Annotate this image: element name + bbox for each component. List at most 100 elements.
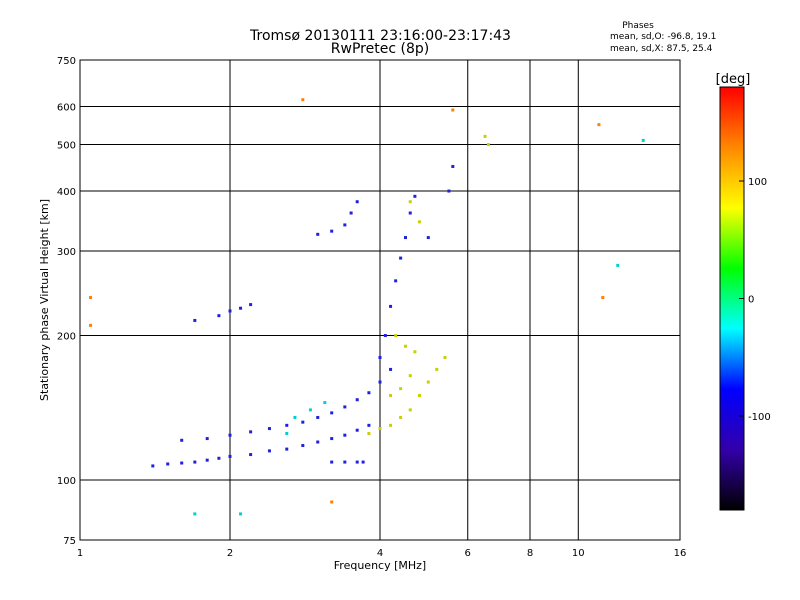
data-points <box>89 98 645 516</box>
data-point <box>316 415 320 419</box>
data-point <box>249 303 253 307</box>
data-point <box>408 200 412 204</box>
data-point <box>343 405 347 409</box>
phase-stats-title: Phases <box>622 21 654 31</box>
data-point <box>483 134 487 138</box>
data-point <box>355 398 359 402</box>
data-point <box>435 367 439 371</box>
data-point <box>239 512 243 516</box>
data-point <box>378 427 382 431</box>
data-point <box>343 460 347 464</box>
data-point <box>316 440 320 444</box>
data-point <box>641 138 645 142</box>
data-point <box>349 211 353 215</box>
data-point <box>355 460 359 464</box>
data-point <box>193 512 197 516</box>
data-point <box>330 229 334 233</box>
colorbar-label: [deg] <box>716 72 751 87</box>
data-point <box>451 108 455 112</box>
data-point <box>301 444 305 448</box>
data-point <box>361 460 365 464</box>
data-point <box>408 408 412 412</box>
data-point <box>399 387 403 391</box>
x-axis-label: Frequency [MHz] <box>334 559 426 572</box>
y-tick-label: 500 <box>57 141 76 152</box>
data-point <box>301 98 305 102</box>
y-tick-label: 100 <box>57 476 76 487</box>
y-tick-label: 600 <box>57 103 76 114</box>
data-point <box>394 279 398 283</box>
data-point <box>249 453 253 457</box>
data-point <box>426 380 430 384</box>
chart-title: Tromsø 20130111 23:16:00-23:17:43 <box>250 28 511 44</box>
plot-frame <box>79 59 681 541</box>
data-point <box>151 464 155 468</box>
data-point <box>323 401 327 405</box>
x-tick-label: 2 <box>227 548 233 559</box>
x-tick-label: 16 <box>674 548 687 559</box>
data-point <box>408 374 412 378</box>
chart-subtitle: RwPretec (8p) <box>330 41 430 57</box>
data-point <box>601 296 605 300</box>
x-tick-label: 1 <box>77 548 83 559</box>
data-point <box>293 415 297 419</box>
data-point <box>378 355 382 359</box>
data-point <box>486 143 490 147</box>
grid-lines <box>80 60 680 540</box>
data-point <box>193 460 197 464</box>
data-point <box>355 200 359 204</box>
x-tick-label: 10 <box>572 548 585 559</box>
phase-stats-x: mean, sd,X: 87.5, 25.4 <box>610 44 713 54</box>
data-point <box>413 350 417 354</box>
data-point <box>193 318 197 322</box>
data-point <box>285 432 289 436</box>
data-point <box>399 256 403 260</box>
data-point <box>89 296 93 300</box>
data-point <box>355 428 359 432</box>
y-axis-label: Stationary phase Virtual Height [km] <box>38 199 51 401</box>
data-point <box>378 380 382 384</box>
colorbar-ticks: 100 0 -100 <box>739 177 771 423</box>
data-point <box>389 394 393 398</box>
data-point <box>403 344 407 348</box>
data-point <box>417 220 421 224</box>
colorbar-tick-label: 0 <box>748 295 754 306</box>
data-point <box>408 211 412 215</box>
data-point <box>249 430 253 434</box>
data-point <box>367 391 371 395</box>
data-point <box>217 456 221 460</box>
x-tick-label: 6 <box>465 548 471 559</box>
data-point <box>399 415 403 419</box>
data-point <box>413 194 417 198</box>
y-tick-label: 75 <box>63 536 76 547</box>
data-point <box>267 427 271 431</box>
data-point <box>180 461 184 465</box>
data-point <box>443 355 447 359</box>
data-point <box>389 423 393 427</box>
data-point <box>301 420 305 424</box>
data-point <box>597 123 601 127</box>
data-point <box>205 437 209 441</box>
data-point <box>205 458 209 462</box>
data-point <box>330 437 334 441</box>
data-point <box>180 438 184 442</box>
axis-ticks: 1 2 4 6 8 10 16 75 100 200 300 400 500 600 750 <box>57 56 686 559</box>
y-tick-label: 300 <box>57 247 76 258</box>
data-point <box>389 367 393 371</box>
y-tick-label: 750 <box>57 56 76 67</box>
data-point <box>330 500 334 504</box>
y-tick-label: 400 <box>57 187 76 198</box>
data-point <box>367 432 371 436</box>
x-tick-label: 8 <box>527 548 533 559</box>
data-point <box>228 454 232 458</box>
data-point <box>330 460 334 464</box>
x-tick-label: 4 <box>377 548 383 559</box>
data-point <box>383 334 387 338</box>
data-point <box>451 164 455 168</box>
data-point <box>308 408 312 412</box>
data-point <box>228 433 232 437</box>
phase-stats-o: mean, sd,O: -96.8, 19.1 <box>610 32 717 42</box>
data-point <box>447 189 451 193</box>
data-point <box>426 236 430 240</box>
